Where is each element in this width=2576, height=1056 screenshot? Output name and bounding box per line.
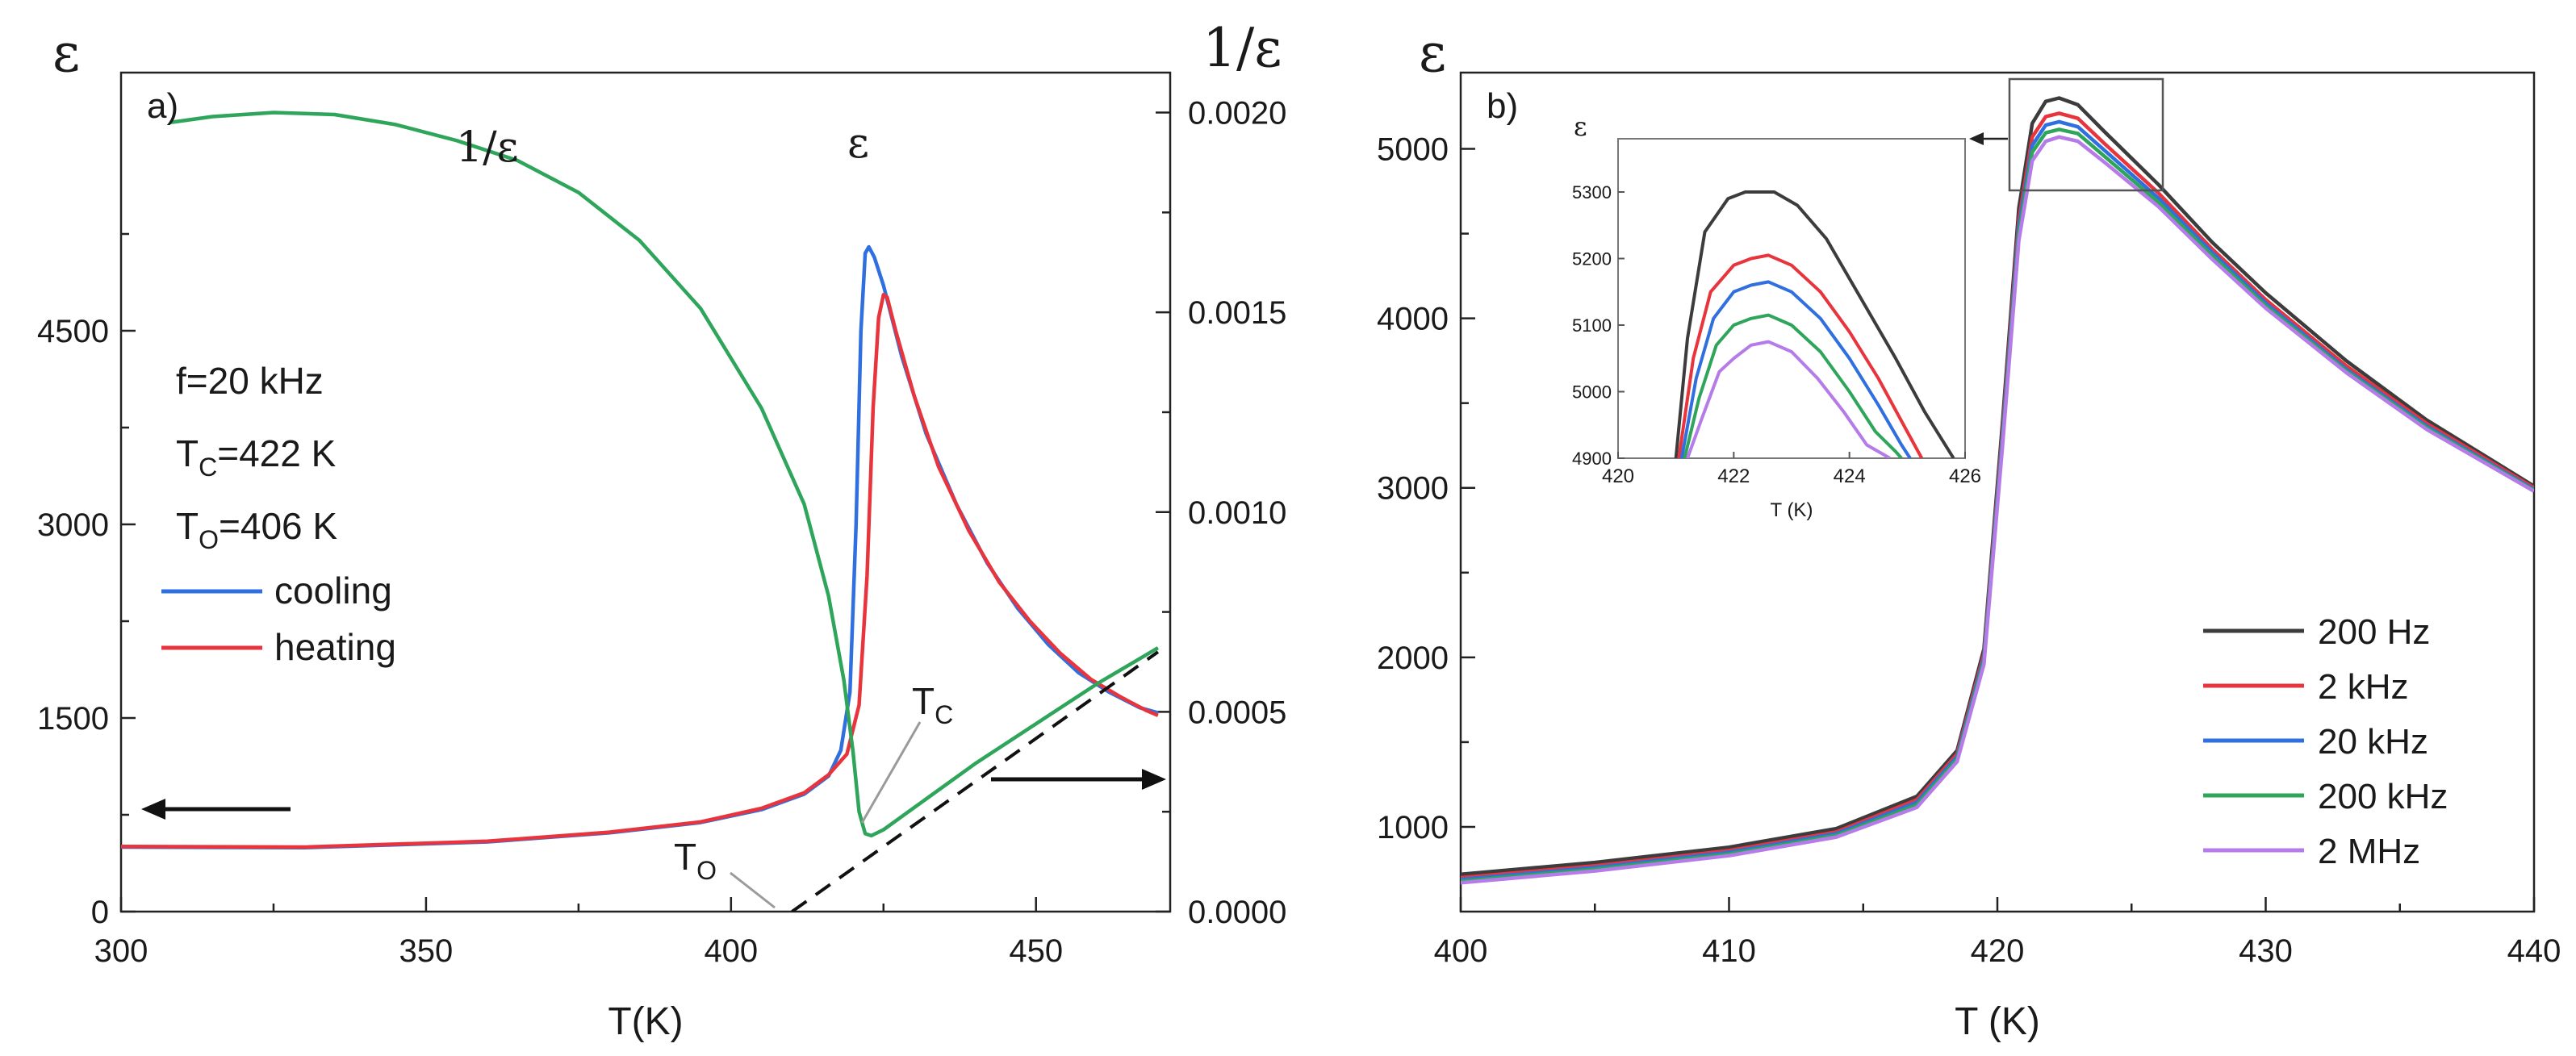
inset-y-tick-label: 5300 xyxy=(1572,182,1612,202)
inset-series-2-mhz xyxy=(1686,340,1891,458)
inverse-epsilon-curve-label: 1/ε xyxy=(456,123,519,172)
panel-a: 300 350 400 45001500300045000.00000.00050.0… xyxy=(37,17,1286,1043)
inset-frame xyxy=(1617,138,1966,459)
inset-y-axis-label: ε xyxy=(1574,111,1587,142)
a-right-tick-label: 0.0010 xyxy=(1188,495,1286,531)
a-left-tick-label: 1500 xyxy=(37,701,109,737)
inset-x-tick-label: 424 xyxy=(1834,465,1866,487)
panel-b-x-axis-label: T (K) xyxy=(1955,1000,2040,1043)
b-x-tick-label: 440 xyxy=(2507,933,2561,969)
inset-x-axis-label: T (K) xyxy=(1771,499,1813,521)
a-x-tick-label: 450 xyxy=(1009,933,1063,969)
b-legend-label-200-hz: 200 Hz xyxy=(2318,612,2430,652)
legend-label-heating: heating xyxy=(274,626,396,668)
b-x-tick-label: 430 xyxy=(2239,933,2293,969)
a-x-tick-label: 400 xyxy=(704,933,758,969)
inset-y-tick-label: 5200 xyxy=(1572,249,1612,269)
a-right-tick-label: 0.0015 xyxy=(1188,295,1286,331)
panel-b-ticks: 400 410 420 430 440 1000 2000 3000 4000 5000 xyxy=(1377,132,2561,969)
a-right-tick-label: 0.0020 xyxy=(1188,96,1286,131)
b-series-200-hz xyxy=(1461,96,2534,877)
right-axis-arrow xyxy=(991,769,1166,790)
tc-marker-label: TC xyxy=(912,680,953,729)
a-x-tick-label: 300 xyxy=(94,933,148,969)
b-series-2-mhz xyxy=(1461,135,2534,885)
panel-a-left-axis-label: ε xyxy=(52,22,80,84)
b-x-tick-label: 420 xyxy=(1971,933,2025,969)
inset-series xyxy=(1674,190,1955,458)
tc-annotation: TC=422 K xyxy=(176,432,337,482)
inset-y-tick-label: 4900 xyxy=(1572,449,1612,469)
a-right-tick-label: 0.0000 xyxy=(1188,895,1286,930)
panel-a-x-axis-label: T(K) xyxy=(608,1000,683,1043)
inset-ticks: 420 422 424 426 4900 5000 5100 5200 5300 xyxy=(1572,182,1981,487)
a-series-heating xyxy=(121,292,1159,849)
zoom-arrow xyxy=(1969,132,2008,145)
inset-y-tick-label: 5100 xyxy=(1572,315,1612,336)
left-axis-arrow xyxy=(141,799,291,820)
b-x-tick-label: 410 xyxy=(1702,933,1756,969)
b-legend-label-20-khz: 20 kHz xyxy=(2318,722,2428,762)
panel-b-panel-label: b) xyxy=(1487,86,1518,126)
frequency-annotation: f=20 kHz xyxy=(176,360,324,402)
panel-a-panel-label: a) xyxy=(147,86,178,126)
inset-series-2-khz xyxy=(1677,253,1924,458)
inset-plot: 420 422 424 426 4900 5000 5100 5200 5300 ε T (K) xyxy=(1572,111,1981,521)
inset-y-tick-label: 5000 xyxy=(1572,382,1612,403)
inset-series-200-hz xyxy=(1674,190,1955,458)
panel-b-y-axis-label: ε xyxy=(1419,22,1446,84)
a-left-tick-label: 3000 xyxy=(37,507,109,543)
to-marker-line xyxy=(730,871,776,909)
b-x-tick-label: 400 xyxy=(1434,933,1488,969)
panel-b-legend: 200 Hz 2 kHz 20 kHz 200 kHz 2 MHz xyxy=(2203,612,2448,871)
a-left-tick-label: 0 xyxy=(91,895,109,930)
b-y-tick-label: 3000 xyxy=(1377,471,1449,507)
inset-x-tick-label: 426 xyxy=(1949,465,1981,487)
panel-a-ticks: 300 350 400 45001500300045000.00000.00050.0… xyxy=(37,96,1286,969)
b-legend-label-2-khz: 2 kHz xyxy=(2318,667,2408,707)
a-left-tick-label: 4500 xyxy=(37,314,109,349)
a-series-1 xyxy=(169,111,1160,838)
legend-label-cooling: cooling xyxy=(274,570,392,611)
zoom-region-box xyxy=(2008,77,2164,192)
b-y-tick-label: 1000 xyxy=(1377,810,1449,845)
b-legend-label-200-khz: 200 kHz xyxy=(2318,777,2448,816)
inset-x-tick-label: 420 xyxy=(1602,465,1634,487)
b-legend-label-2-mhz: 2 MHz xyxy=(2318,832,2420,871)
a-right-tick-label: 0.0005 xyxy=(1188,695,1286,730)
epsilon-curve-label: ε xyxy=(847,119,869,168)
panel-a-frame xyxy=(119,71,1172,913)
tc-marker-line xyxy=(860,721,922,824)
inset-series-200-khz xyxy=(1683,313,1903,458)
inset-x-tick-label: 422 xyxy=(1717,465,1750,487)
panel-a-series xyxy=(121,111,1160,912)
b-y-tick-label: 4000 xyxy=(1377,302,1449,337)
b-y-tick-label: 2000 xyxy=(1377,641,1449,676)
panel-b-series xyxy=(1461,96,2534,885)
a-x-tick-label: 350 xyxy=(399,933,454,969)
panel-b: 400 410 420 430 440 1000 2000 3000 4000 5000 ε T … xyxy=(1377,22,2561,1043)
a-series-fit xyxy=(791,650,1160,912)
to-marker-label: TO xyxy=(674,836,717,885)
b-y-tick-label: 5000 xyxy=(1377,132,1449,168)
inset-series-20-khz xyxy=(1679,280,1912,458)
a-series-cooling xyxy=(121,244,1159,850)
to-annotation: TO=406 K xyxy=(176,505,337,554)
panel-a-right-axis-label: 1/ε xyxy=(1202,17,1282,79)
